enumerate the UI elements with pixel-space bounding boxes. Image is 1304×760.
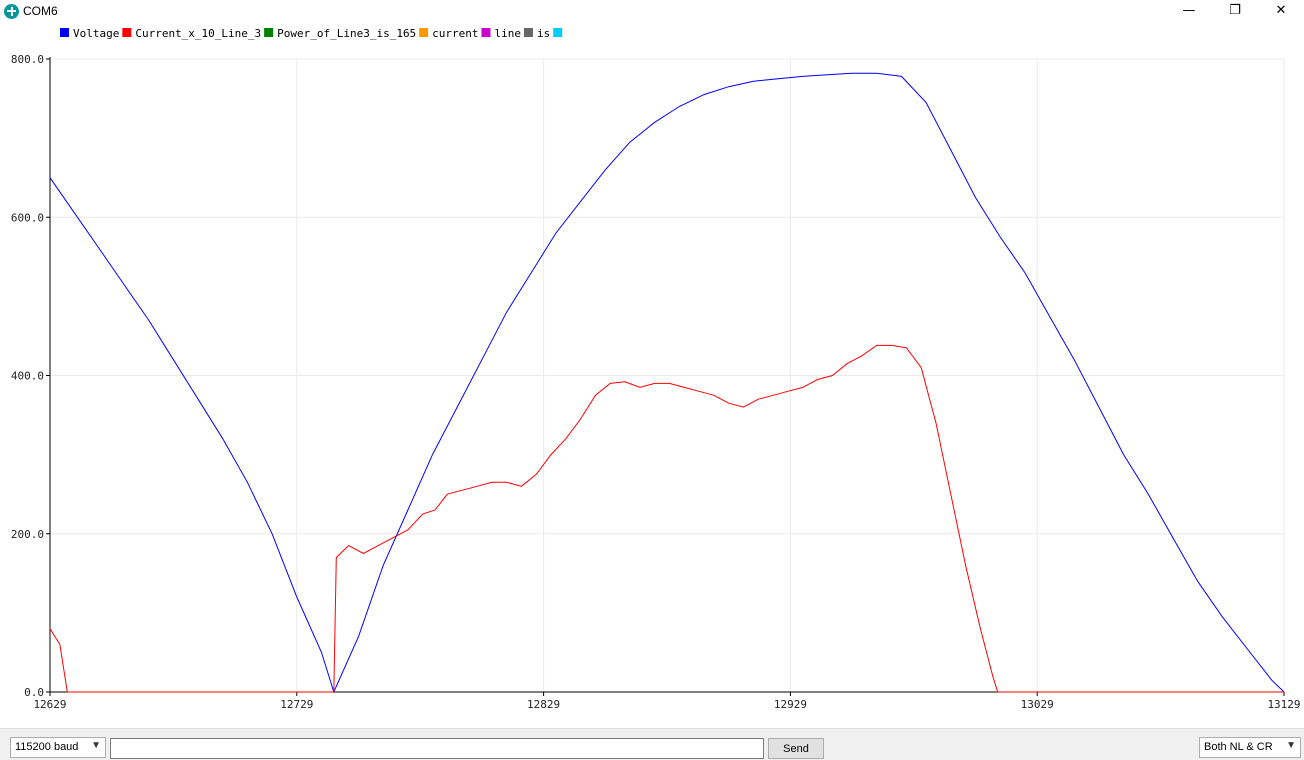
x-tick-label: 12729 bbox=[280, 698, 313, 711]
baud-rate-value: 115200 baud bbox=[15, 741, 79, 753]
legend-label: line bbox=[494, 27, 520, 40]
serial-plot: 0.0 200.0 400.0 600.0 800.0 12629 12729 12829 12… bbox=[0, 24, 1304, 728]
legend-swatch bbox=[553, 28, 563, 37]
serial-send-input[interactable] bbox=[110, 738, 764, 759]
y-tick-label: 200.0 bbox=[11, 528, 44, 541]
legend-label: Voltage bbox=[73, 27, 119, 40]
legend-label: Current_x_10_Line_3 bbox=[135, 27, 261, 40]
window-title: COM6 bbox=[23, 4, 58, 18]
x-tick-label: 12629 bbox=[33, 698, 66, 711]
chevron-down-icon: ▼ bbox=[91, 740, 101, 751]
x-tick-label: 12829 bbox=[527, 698, 560, 711]
line-ending-value: Both NL & CR bbox=[1204, 741, 1273, 753]
y-tick-label: 800.0 bbox=[11, 53, 44, 66]
chevron-down-icon: ▼ bbox=[1286, 740, 1296, 751]
series-line-0 bbox=[49, 72, 1285, 694]
legend-swatch bbox=[60, 28, 69, 37]
maximize-icon[interactable]: ❐ bbox=[1229, 3, 1241, 18]
legend-label: Power_of_Line3_is_165 bbox=[277, 27, 416, 40]
series-line-1 bbox=[49, 344, 1284, 693]
legend-swatch bbox=[264, 28, 274, 37]
x-tick-label: 13129 bbox=[1267, 698, 1300, 711]
baud-rate-select[interactable]: 115200 baud ▼ bbox=[10, 737, 106, 758]
legend-swatch bbox=[481, 28, 491, 37]
minimize-icon[interactable]: — bbox=[1182, 3, 1196, 18]
legend-swatch bbox=[419, 28, 429, 37]
y-tick-label: 400.0 bbox=[11, 370, 44, 383]
legend-swatch bbox=[523, 28, 533, 37]
legend-label: current bbox=[432, 27, 478, 40]
plot-svg: 0.0 200.0 400.0 600.0 800.0 12629 12729 12829 12… bbox=[11, 27, 1301, 711]
bottom-toolbar: 115200 baud ▼ Send Both NL & CR ▼ bbox=[0, 728, 1304, 760]
title-bar: COM6 — ❐ ✕ bbox=[0, 0, 1304, 24]
legend-swatch bbox=[122, 28, 132, 37]
send-button[interactable]: Send bbox=[768, 738, 824, 759]
y-tick-label: 0.0 bbox=[24, 686, 44, 699]
legend-label: is bbox=[537, 27, 550, 40]
y-tick-label: 600.0 bbox=[11, 211, 44, 224]
arduino-logo-icon bbox=[4, 4, 19, 19]
x-tick-label: 12929 bbox=[774, 698, 807, 711]
close-icon[interactable]: ✕ bbox=[1275, 3, 1287, 18]
line-ending-select[interactable]: Both NL & CR ▼ bbox=[1199, 737, 1301, 758]
x-tick-label: 13029 bbox=[1021, 698, 1054, 711]
